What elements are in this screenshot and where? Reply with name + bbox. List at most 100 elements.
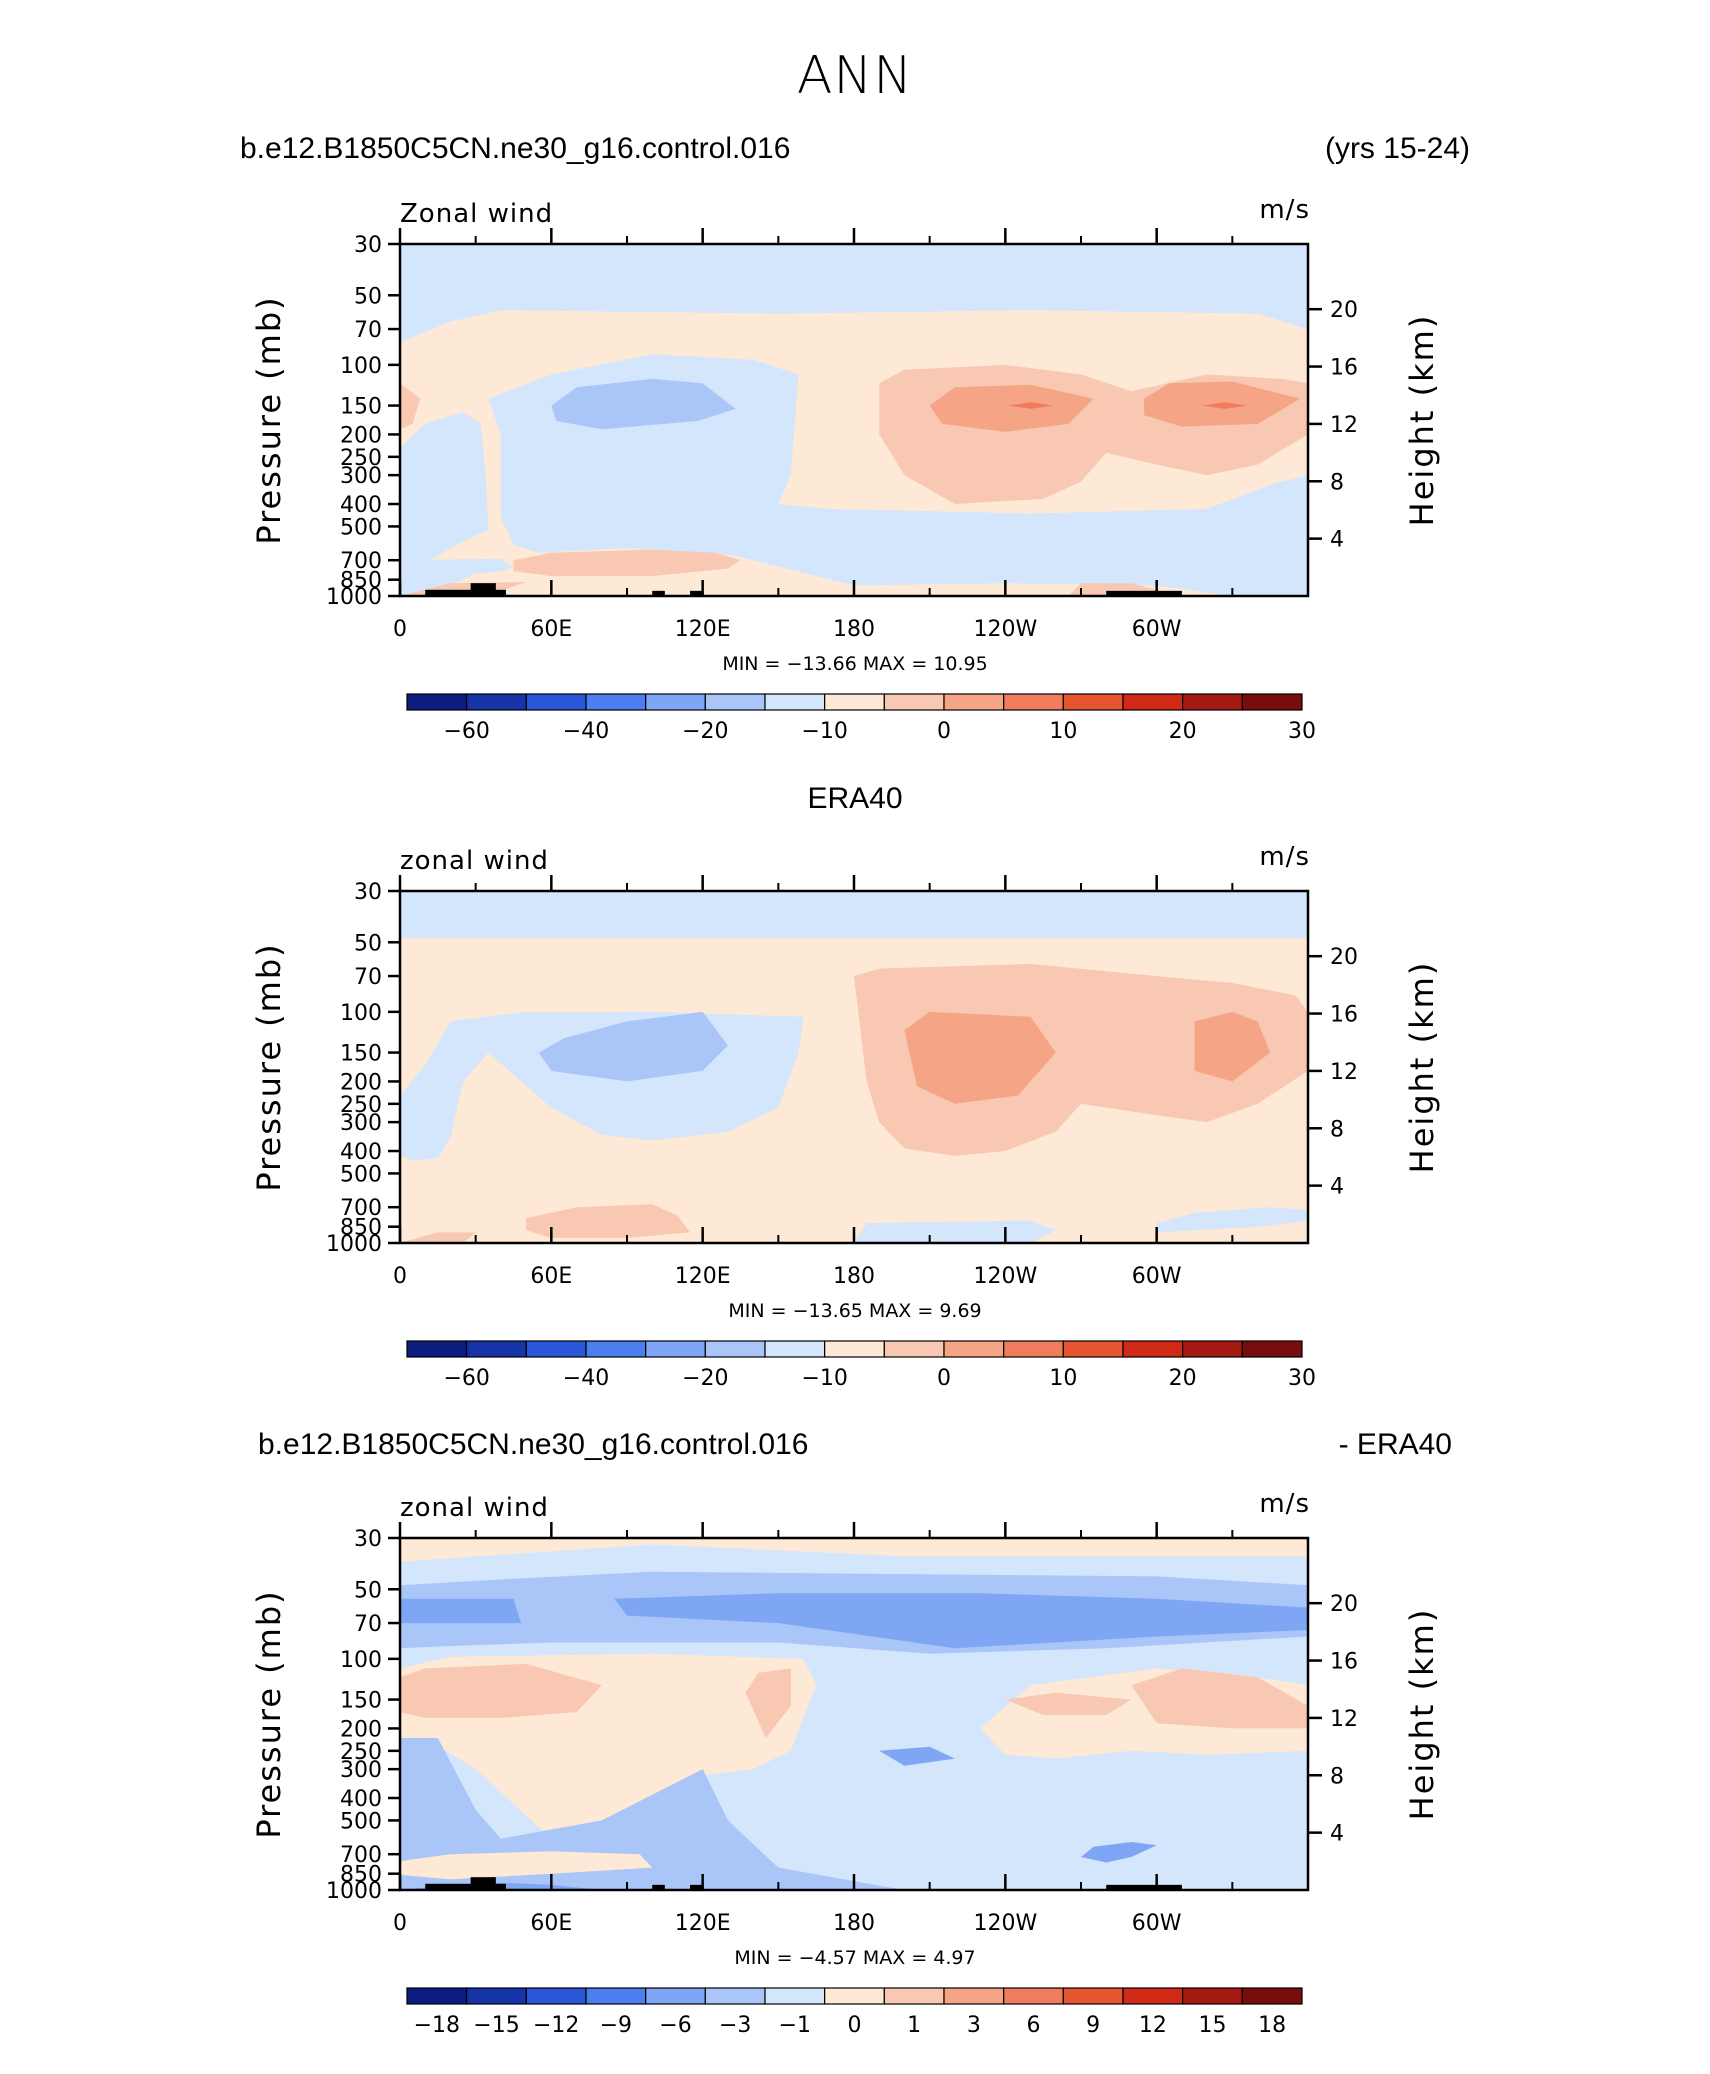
topography-mask: [652, 1884, 665, 1890]
colorbar-cell: [1122, 693, 1184, 711]
contour-region: [400, 1538, 1308, 1562]
contour-region: [1007, 402, 1054, 409]
contour-region: [745, 1668, 791, 1738]
topography-mask: [652, 590, 665, 596]
y-tick-label: 850: [340, 1863, 382, 1888]
y-tick-label: 250: [340, 446, 382, 471]
y2-axis-label: Height (km): [1403, 961, 1441, 1174]
contour-region: [400, 558, 514, 596]
y-tick-label: 400: [340, 1140, 382, 1165]
colorbar-label: 20: [1169, 719, 1197, 744]
panel1-right-title: (yrs 15-24): [1324, 132, 1470, 165]
colorbar-label: 0: [937, 1366, 951, 1391]
colorbar-label: −15: [473, 2013, 519, 2038]
colorbar-cell: [585, 1340, 647, 1358]
colorbar-label: 12: [1139, 2013, 1167, 2038]
y2-tick-label: 8: [1330, 470, 1344, 495]
contour-region: [1005, 1692, 1132, 1715]
colorbar-label: −40: [563, 719, 609, 744]
colorbar-cell: [406, 1987, 468, 2005]
colorbar-cell: [1182, 1987, 1243, 2005]
colorbar-cell: [585, 693, 647, 711]
topography-mask: [470, 1877, 496, 1890]
colorbar-cell: [704, 693, 766, 711]
y-tick-label: 500: [340, 1809, 382, 1834]
y-tick-label: 500: [340, 1162, 382, 1187]
colorbar-cell: [883, 1340, 945, 1358]
x-tick-label: 60E: [530, 1264, 572, 1289]
contour-region: [400, 1232, 476, 1243]
colorbar-label: −20: [682, 1366, 728, 1391]
contour-region: [1131, 1668, 1308, 1729]
contour-region: [513, 549, 741, 577]
y-tick-label: 1000: [326, 1879, 382, 1904]
colorbar-cell: [943, 1340, 1005, 1358]
colorbar-label: 10: [1049, 719, 1077, 744]
colorbar-cell: [645, 1987, 706, 2005]
main-title: ANN: [796, 46, 914, 106]
y-tick-label: 100: [340, 1648, 382, 1673]
colorbar-cell: [1062, 1987, 1124, 2005]
y-tick-label: 70: [354, 965, 382, 990]
y2-tick-label: 20: [1330, 298, 1358, 323]
colorbar-label: 30: [1288, 719, 1316, 744]
x-tick-label: 60E: [530, 1911, 572, 1936]
colorbar-cell: [943, 1987, 1005, 2005]
x-tick-label: 120W: [973, 1911, 1037, 1936]
colorbar-label: 20: [1169, 1366, 1197, 1391]
colorbar: −18 −15 −12 −9 −6 −3 −1 0 1 3 6 9 12 15 18: [406, 1987, 1303, 2038]
colorbar-cell: [645, 1340, 706, 1358]
colorbar-cell: [1062, 1340, 1124, 1358]
y-tick-label: 200: [340, 1717, 382, 1742]
colorbar-cell: [466, 693, 527, 711]
colorbar-cell: [764, 1340, 826, 1358]
x-tick-label: 180: [833, 1264, 875, 1289]
colorbar-cell: [764, 693, 826, 711]
contour-region: [1081, 1842, 1157, 1863]
y-tick-label: 50: [354, 284, 382, 309]
y-tick-label: 1000: [326, 585, 382, 610]
y-tick-label: 70: [354, 1612, 382, 1637]
field-label: zonal wind: [400, 846, 549, 876]
colorbar-cell: [1241, 693, 1303, 711]
contour-region: [400, 1663, 602, 1718]
y-tick-label: 70: [354, 318, 382, 343]
contour-region: [1194, 1011, 1271, 1082]
colorbar-cell: [1241, 1987, 1303, 2005]
contour-region: [526, 1204, 691, 1238]
contour-region: [538, 1011, 728, 1082]
contour-region: [614, 1593, 1308, 1649]
y-tick-label: 150: [340, 1689, 382, 1714]
y-tick-label: 30: [354, 1527, 382, 1552]
minmax-label: MIN = −4.57 MAX = 4.97: [734, 1947, 975, 1969]
y-tick-label: 850: [340, 569, 382, 594]
colorbar-cell: [585, 1987, 647, 2005]
contour-region: [1202, 402, 1248, 409]
panel3-left-title: b.e12.B1850C5CN.ne30_g16.control.016: [258, 1428, 809, 1461]
x-tick-label: 120E: [675, 1911, 731, 1936]
colorbar-label: −9: [600, 2013, 632, 2038]
y2-tick-label: 12: [1330, 1060, 1358, 1085]
y-tick-label: 50: [354, 931, 382, 956]
colorbar-cell: [525, 1987, 587, 2005]
colorbar-label: −40: [563, 1366, 609, 1391]
colorbar-label: −20: [682, 719, 728, 744]
y2-axis-label: Height (km): [1403, 1608, 1441, 1821]
y-tick-label: 150: [340, 395, 382, 420]
colorbar: −60 −40 −20 −10 0 10 20 30: [406, 1340, 1316, 1391]
colorbar-cell: [704, 1987, 766, 2005]
colorbar-cell: [466, 1340, 527, 1358]
contour-region: [400, 412, 489, 561]
y-tick-label: 100: [340, 354, 382, 379]
y-tick-label: 1000: [326, 1232, 382, 1257]
y2-tick-label: 8: [1330, 1764, 1344, 1789]
contour-field: [400, 1538, 1308, 1890]
colorbar: −60 −40 −20 −10 0 10 20 30: [406, 693, 1316, 744]
colorbar-cell: [1062, 693, 1124, 711]
minmax-label: MIN = −13.65 MAX = 9.69: [728, 1300, 981, 1322]
contour-region: [904, 1011, 1056, 1104]
colorbar-label: 9: [1086, 2013, 1100, 2038]
colorbar-cell: [824, 693, 885, 711]
y2-tick-label: 16: [1330, 356, 1358, 381]
